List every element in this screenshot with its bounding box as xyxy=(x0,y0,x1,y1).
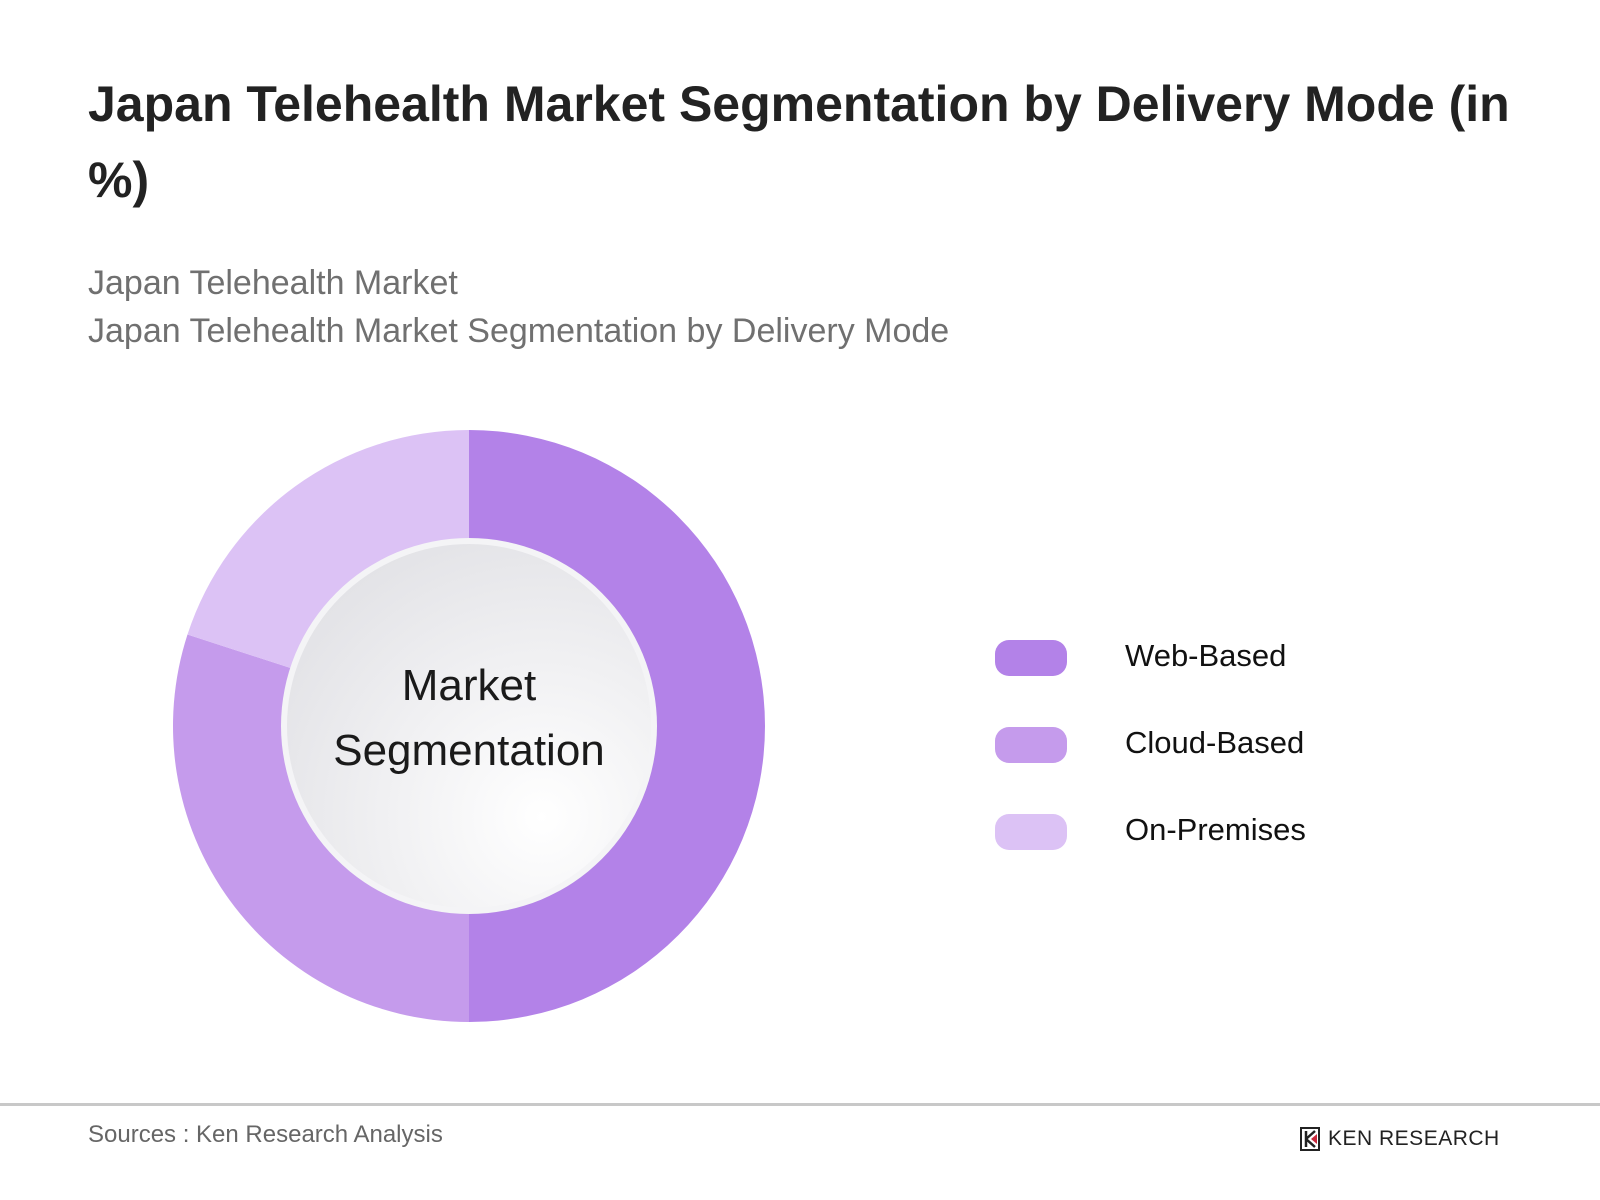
chart-subtitle-2: Japan Telehealth Market Segmentation by … xyxy=(88,312,950,350)
legend-swatch xyxy=(995,727,1067,763)
donut-hole xyxy=(287,544,651,908)
source-note: Sources : Ken Research Analysis xyxy=(88,1121,443,1148)
legend-label: On-Premises xyxy=(1125,812,1306,847)
ken-research-logo: KEN RESEARCH xyxy=(1300,1127,1500,1151)
center-label-line-1: Market xyxy=(402,661,536,710)
ken-logo-icon xyxy=(1300,1127,1320,1151)
donut-chart: Market Segmentation xyxy=(172,430,765,1022)
donut-slice-cloud-based xyxy=(172,634,469,1022)
chart-subtitle-1: Japan Telehealth Market xyxy=(88,264,458,302)
donut-slice-web-based xyxy=(469,430,765,1022)
legend-label: Cloud-Based xyxy=(1125,725,1305,760)
footer-divider xyxy=(0,1103,1600,1106)
legend-swatch xyxy=(995,640,1067,676)
legend-swatch xyxy=(995,814,1067,850)
logo-text: KEN RESEARCH xyxy=(1328,1127,1500,1150)
legend-label: Web-Based xyxy=(1125,638,1287,673)
donut-slice-on-premises xyxy=(187,430,469,669)
chart-title: Japan Telehealth Market Segmentation by … xyxy=(88,76,1510,208)
center-label-line-2: Segmentation xyxy=(333,726,605,775)
